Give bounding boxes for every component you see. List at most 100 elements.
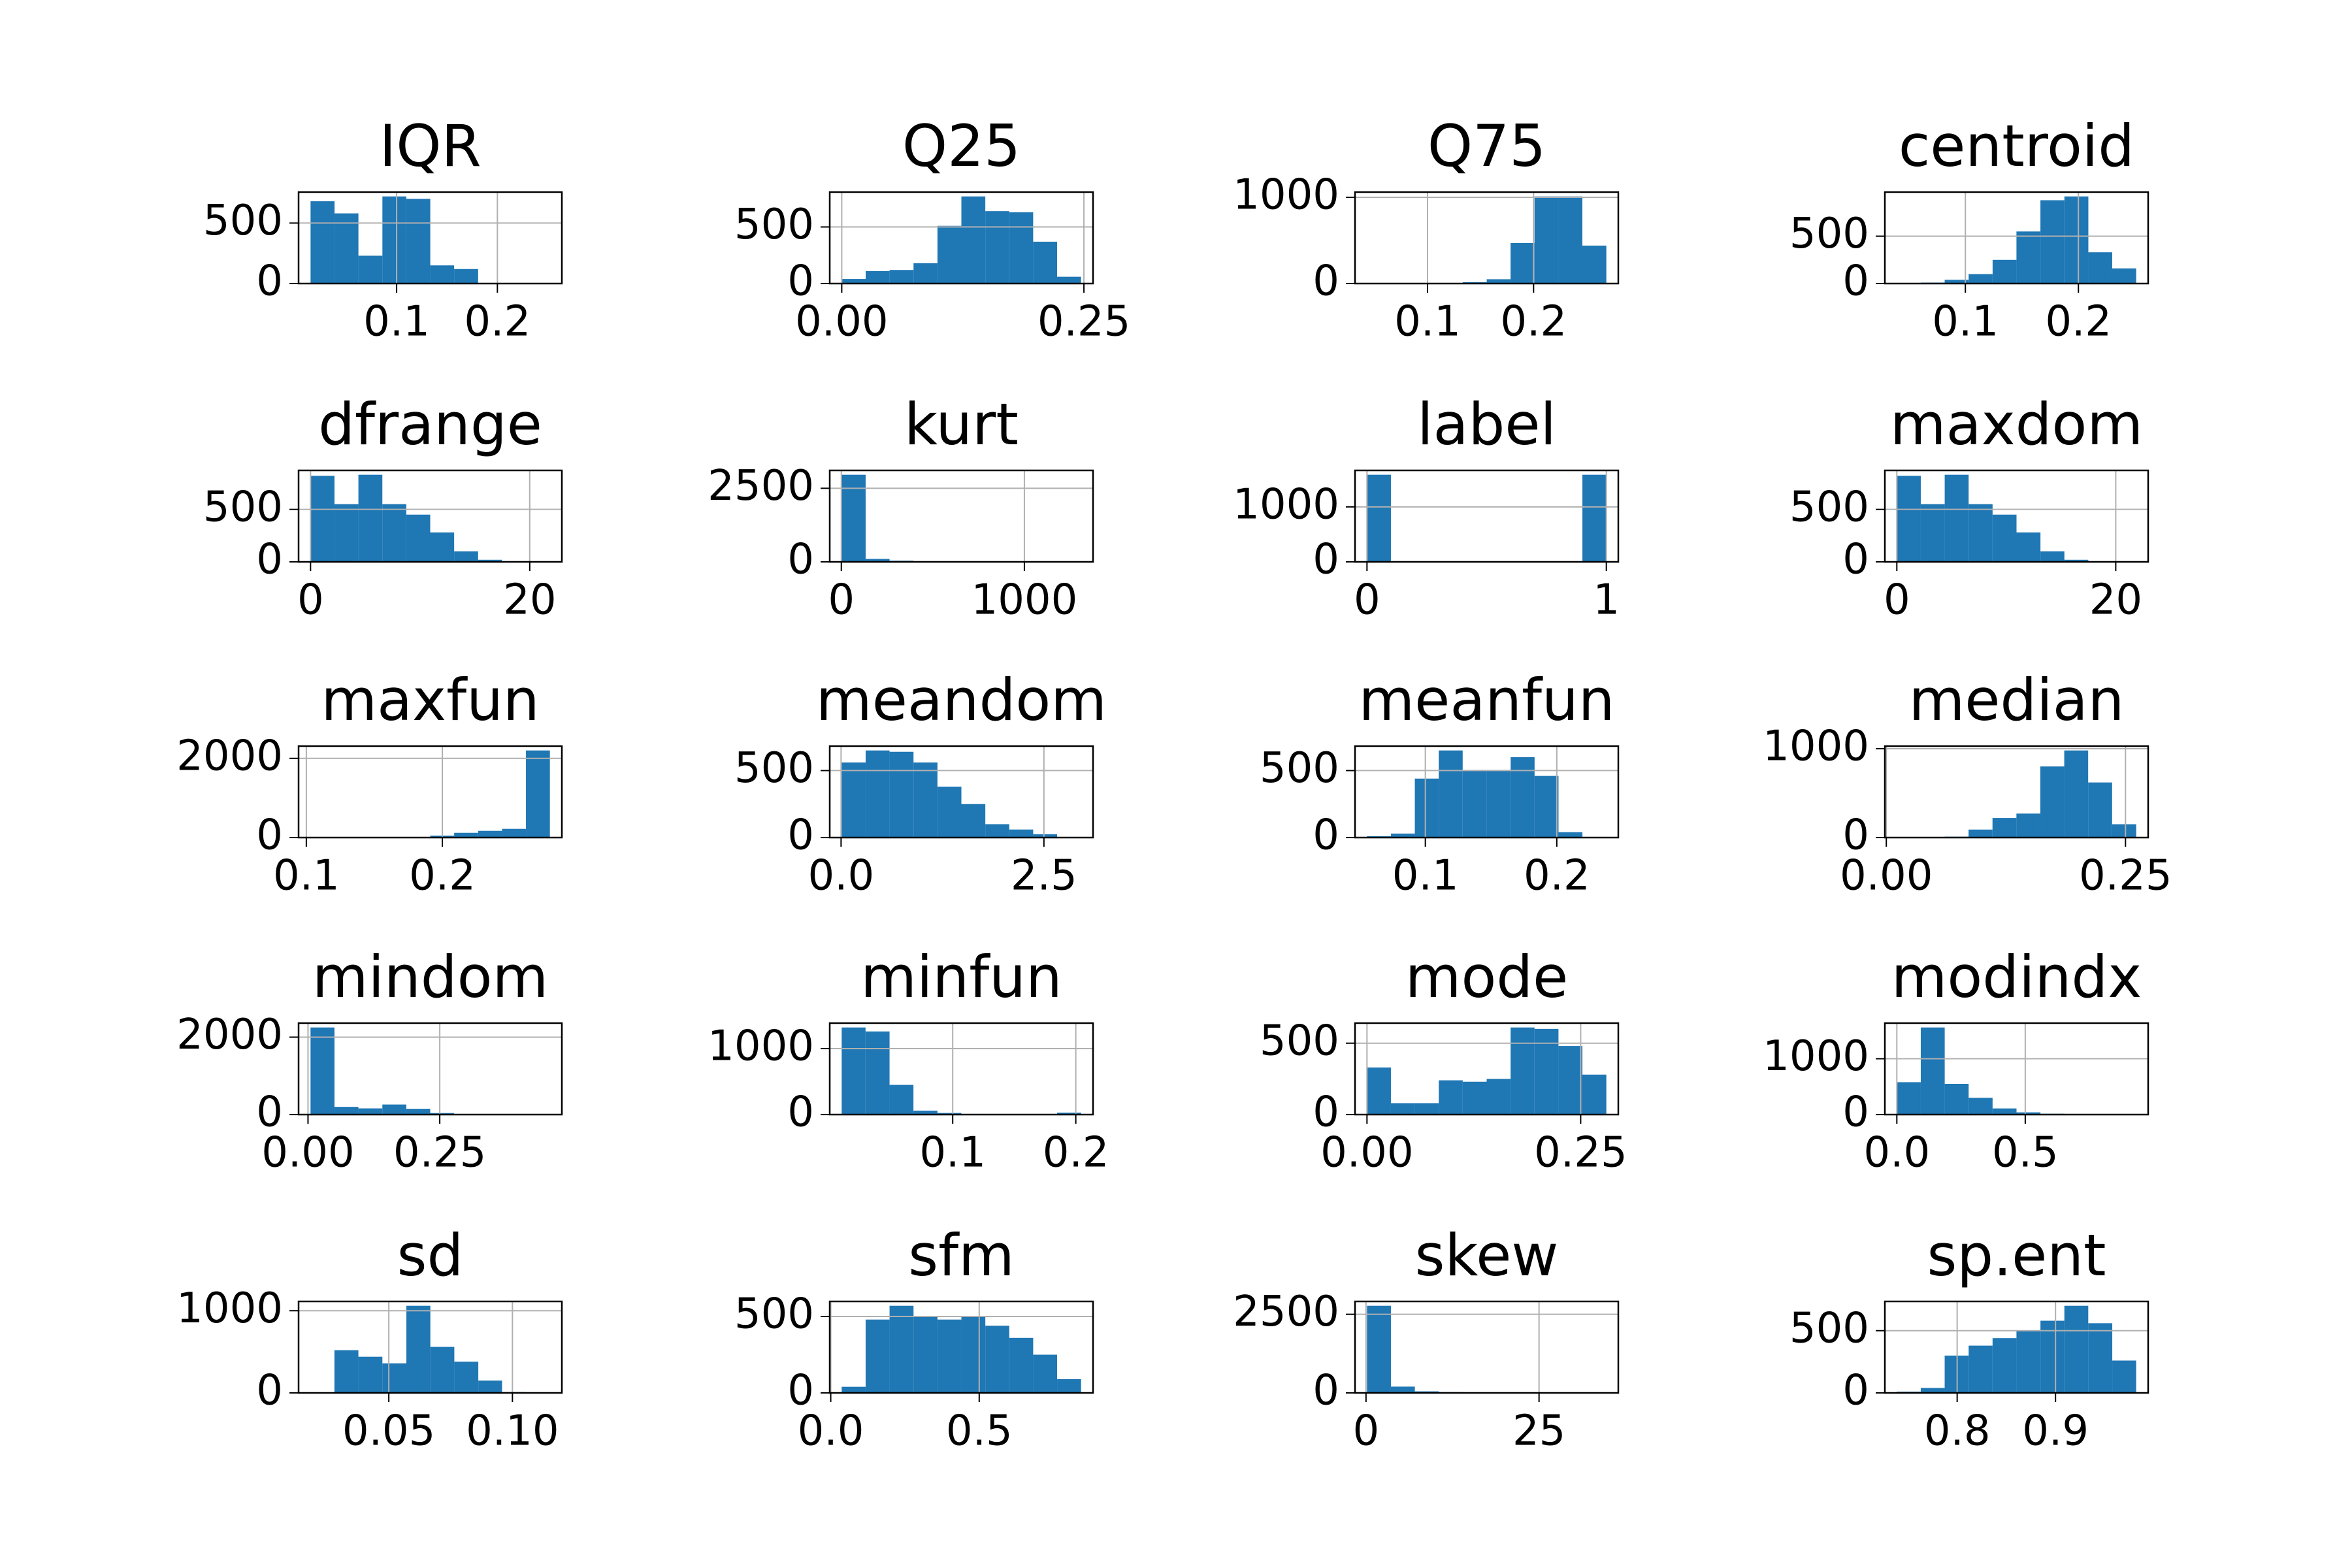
y-tick-label: 500 <box>1789 1304 1869 1352</box>
bar <box>1390 1103 1415 1115</box>
bar <box>1009 212 1034 284</box>
bar <box>2040 1320 2065 1393</box>
x-tick-label: 0.25 <box>1534 1129 1627 1177</box>
bar <box>1009 1337 1034 1393</box>
bar <box>454 551 478 562</box>
x-tick-label: 0.2 <box>1500 298 1567 346</box>
bar <box>913 762 938 838</box>
bar <box>1511 242 1535 284</box>
bar <box>2064 1305 2089 1393</box>
y-tick-label: 0 <box>1842 1367 1869 1415</box>
chart-title: meandom <box>816 666 1107 734</box>
bar <box>478 559 502 562</box>
axes-frame <box>828 745 1094 839</box>
y-tick-label: 500 <box>734 201 814 249</box>
y-tick-label: 0 <box>1313 536 1339 584</box>
bar <box>1920 1388 1945 1393</box>
bar <box>358 1356 383 1393</box>
bar <box>1968 504 1993 562</box>
bar <box>1897 476 1921 562</box>
axes-frame <box>1354 191 1620 285</box>
bar <box>1558 196 1582 284</box>
x-tick-label: 0.1 <box>1394 298 1461 346</box>
bar <box>1920 504 1945 562</box>
y-tick-label: 500 <box>734 744 814 792</box>
x-tick-label: 0.25 <box>393 1129 487 1177</box>
axes-frame <box>297 469 563 563</box>
y-tick-label: 500 <box>1789 483 1869 531</box>
bar <box>841 1027 866 1115</box>
bar <box>889 270 914 284</box>
axes-frame <box>1354 745 1620 839</box>
x-tick-label: 0.1 <box>919 1129 986 1177</box>
chart-title: maxfun <box>321 666 539 734</box>
axes-frame <box>828 191 1094 285</box>
bar <box>454 1362 479 1393</box>
bar <box>889 1085 914 1115</box>
x-tick-label: 0 <box>1884 576 1910 625</box>
bar <box>985 211 1009 284</box>
bar <box>358 474 383 562</box>
bar <box>2088 782 2112 838</box>
bar <box>430 532 455 562</box>
axes-frame <box>1354 469 1620 563</box>
bar <box>2112 1360 2136 1393</box>
bar <box>1534 1028 1559 1115</box>
x-tick-label: 0.05 <box>342 1407 436 1456</box>
bar <box>382 504 406 562</box>
chart-title: mode <box>1405 943 1569 1011</box>
chart-title: dfrange <box>318 391 542 458</box>
x-tick-label: 0.0 <box>808 852 874 900</box>
bar <box>1056 276 1081 284</box>
bar <box>1534 196 1559 284</box>
chart-title: Q75 <box>1428 112 1546 180</box>
bar <box>1968 274 1993 284</box>
x-tick-label: 0.2 <box>409 852 476 900</box>
bar <box>454 269 478 284</box>
y-tick-label: 1000 <box>1233 171 1339 220</box>
x-tick-label: 0.0 <box>1863 1129 1930 1177</box>
chart-title: Q25 <box>902 112 1021 180</box>
x-tick-label: 0 <box>297 576 324 625</box>
chart-title: mindom <box>312 943 548 1011</box>
bar <box>1968 829 1993 838</box>
bar <box>1511 757 1535 838</box>
y-tick-label: 0 <box>787 811 814 860</box>
bar <box>2088 1323 2113 1393</box>
x-tick-label: 0.1 <box>363 298 430 346</box>
bar <box>866 270 890 284</box>
bar <box>1968 1098 1993 1115</box>
bar <box>334 1350 359 1393</box>
axes-frame <box>1354 1022 1620 1116</box>
y-tick-label: 500 <box>1789 210 1869 258</box>
bar <box>1944 1083 1969 1115</box>
bar <box>1367 1067 1391 1115</box>
chart-title: centroid <box>1899 112 2134 180</box>
y-tick-label: 0 <box>787 536 814 584</box>
chart-title: sd <box>397 1222 464 1289</box>
bar <box>358 255 383 284</box>
y-tick-label: 500 <box>1260 744 1339 792</box>
y-tick-label: 1000 <box>708 1022 814 1071</box>
bar <box>1897 1082 1921 1115</box>
y-tick-label: 0 <box>1313 1088 1339 1137</box>
bar <box>2016 813 2040 838</box>
bar <box>2088 252 2112 284</box>
x-tick-label: 20 <box>2089 576 2142 625</box>
bar <box>1944 474 1969 562</box>
bar <box>913 1316 938 1393</box>
bar <box>1582 245 1607 284</box>
x-tick-label: 0.2 <box>2045 298 2112 346</box>
bar <box>1414 778 1439 838</box>
y-tick-label: 2500 <box>708 462 814 510</box>
x-tick-label: 1 <box>1593 576 1620 625</box>
x-tick-label: 0 <box>1352 1407 1379 1456</box>
bar <box>310 1027 335 1115</box>
bar <box>2040 551 2065 562</box>
bar <box>478 1380 502 1393</box>
y-tick-label: 0 <box>256 1367 283 1415</box>
bar <box>382 196 406 284</box>
bar <box>310 201 335 284</box>
bar <box>865 1319 890 1393</box>
bar <box>430 265 455 284</box>
